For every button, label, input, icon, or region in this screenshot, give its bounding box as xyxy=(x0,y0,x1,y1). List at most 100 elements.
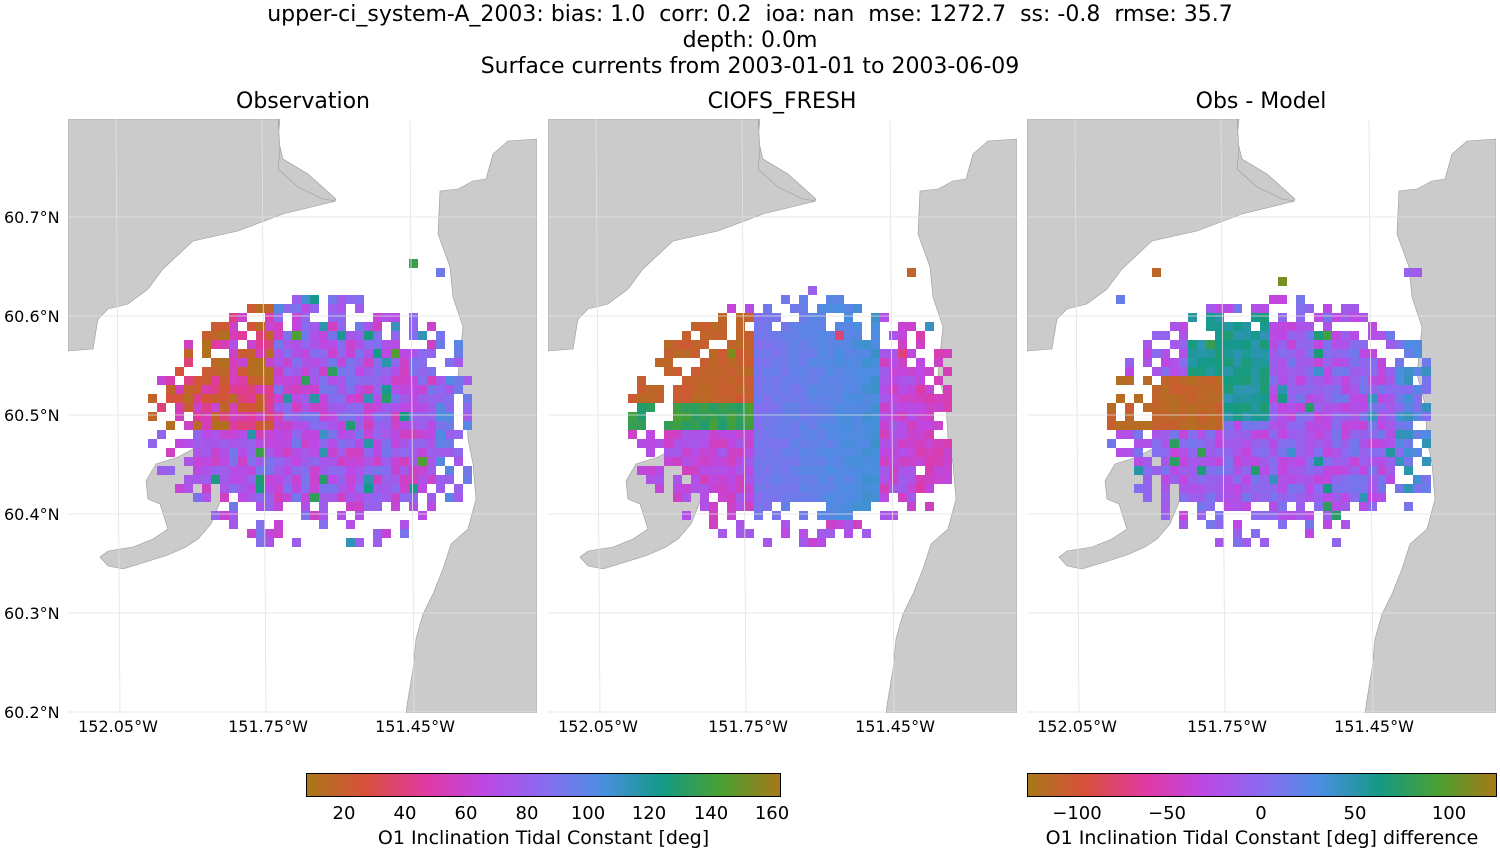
data-cell xyxy=(1287,412,1296,421)
data-cell xyxy=(898,358,907,367)
data-cell xyxy=(1224,358,1233,367)
data-cell xyxy=(1296,376,1305,385)
data-cell xyxy=(943,385,952,394)
data-cell xyxy=(292,340,301,349)
data-cell xyxy=(817,322,826,331)
data-cell xyxy=(463,421,472,430)
data-cell xyxy=(1242,457,1251,466)
data-cell xyxy=(436,484,445,493)
lon-label: 151.75°W xyxy=(1187,717,1267,736)
data-cell xyxy=(1296,385,1305,394)
data-cell xyxy=(790,367,799,376)
data-cell xyxy=(319,376,328,385)
data-cell xyxy=(211,394,220,403)
data-cell xyxy=(1206,376,1215,385)
data-cell xyxy=(754,367,763,376)
data-cell xyxy=(808,439,817,448)
data-cell xyxy=(1188,493,1197,502)
data-cell xyxy=(1350,349,1359,358)
data-cell xyxy=(301,394,310,403)
data-cell xyxy=(1377,475,1386,484)
data-cell xyxy=(1206,412,1215,421)
lat-label: 60.5°N xyxy=(4,406,60,425)
data-cell xyxy=(1242,358,1251,367)
data-cell xyxy=(328,385,337,394)
data-cell xyxy=(925,367,934,376)
data-cell xyxy=(835,322,844,331)
meridian-gridline xyxy=(741,119,747,713)
data-cell xyxy=(1377,493,1386,502)
data-cell xyxy=(166,466,175,475)
data-cell xyxy=(1422,385,1431,394)
data-cell xyxy=(682,340,691,349)
data-cell xyxy=(202,430,211,439)
data-cell xyxy=(736,412,745,421)
data-cell xyxy=(1107,403,1116,412)
data-cell xyxy=(853,439,862,448)
data-cell xyxy=(745,313,754,322)
data-cell xyxy=(925,466,934,475)
data-cell xyxy=(781,331,790,340)
data-cell xyxy=(1188,439,1197,448)
data-cell xyxy=(427,367,436,376)
data-cell xyxy=(781,394,790,403)
data-cell xyxy=(454,385,463,394)
data-cell xyxy=(301,448,310,457)
data-cell xyxy=(220,322,229,331)
data-cell xyxy=(418,430,427,439)
data-cell xyxy=(1233,385,1242,394)
data-cell xyxy=(256,403,265,412)
data-cell xyxy=(898,421,907,430)
data-cell xyxy=(1278,466,1287,475)
data-cell xyxy=(229,484,238,493)
data-cell xyxy=(1233,421,1242,430)
data-cell xyxy=(799,412,808,421)
data-cell xyxy=(745,367,754,376)
data-cell xyxy=(1242,466,1251,475)
data-cell xyxy=(718,412,727,421)
data-cell xyxy=(781,421,790,430)
data-cell xyxy=(799,529,808,538)
data-cell xyxy=(409,376,418,385)
data-cell xyxy=(1377,421,1386,430)
data-cell xyxy=(709,394,718,403)
data-cell xyxy=(808,376,817,385)
data-cell xyxy=(736,313,745,322)
data-cell xyxy=(862,430,871,439)
data-cell xyxy=(790,412,799,421)
data-cell xyxy=(1116,430,1125,439)
data-cell xyxy=(310,322,319,331)
data-cell xyxy=(835,502,844,511)
data-cell xyxy=(301,376,310,385)
data-cell xyxy=(1359,367,1368,376)
data-cell xyxy=(328,466,337,475)
data-cell xyxy=(238,349,247,358)
data-cell xyxy=(454,376,463,385)
data-cell xyxy=(1395,421,1404,430)
data-cell xyxy=(238,466,247,475)
data-cell xyxy=(700,331,709,340)
data-cell xyxy=(355,376,364,385)
data-cell xyxy=(1296,304,1305,313)
data-cell xyxy=(409,439,418,448)
data-cell xyxy=(1143,457,1152,466)
data-cell xyxy=(346,457,355,466)
data-cell xyxy=(925,484,934,493)
data-cell xyxy=(364,358,373,367)
data-cell xyxy=(1296,502,1305,511)
data-cell xyxy=(364,493,373,502)
data-cell xyxy=(1269,403,1278,412)
data-cell xyxy=(808,493,817,502)
data-cell xyxy=(1269,475,1278,484)
data-cell xyxy=(745,412,754,421)
data-cell xyxy=(1143,475,1152,484)
data-cell xyxy=(1134,394,1143,403)
data-cell xyxy=(1422,439,1431,448)
data-cell xyxy=(1269,412,1278,421)
data-cell xyxy=(391,403,400,412)
data-cell xyxy=(709,358,718,367)
data-cell xyxy=(934,439,943,448)
data-cell xyxy=(337,358,346,367)
data-cell xyxy=(400,421,409,430)
data-cell xyxy=(1305,475,1314,484)
